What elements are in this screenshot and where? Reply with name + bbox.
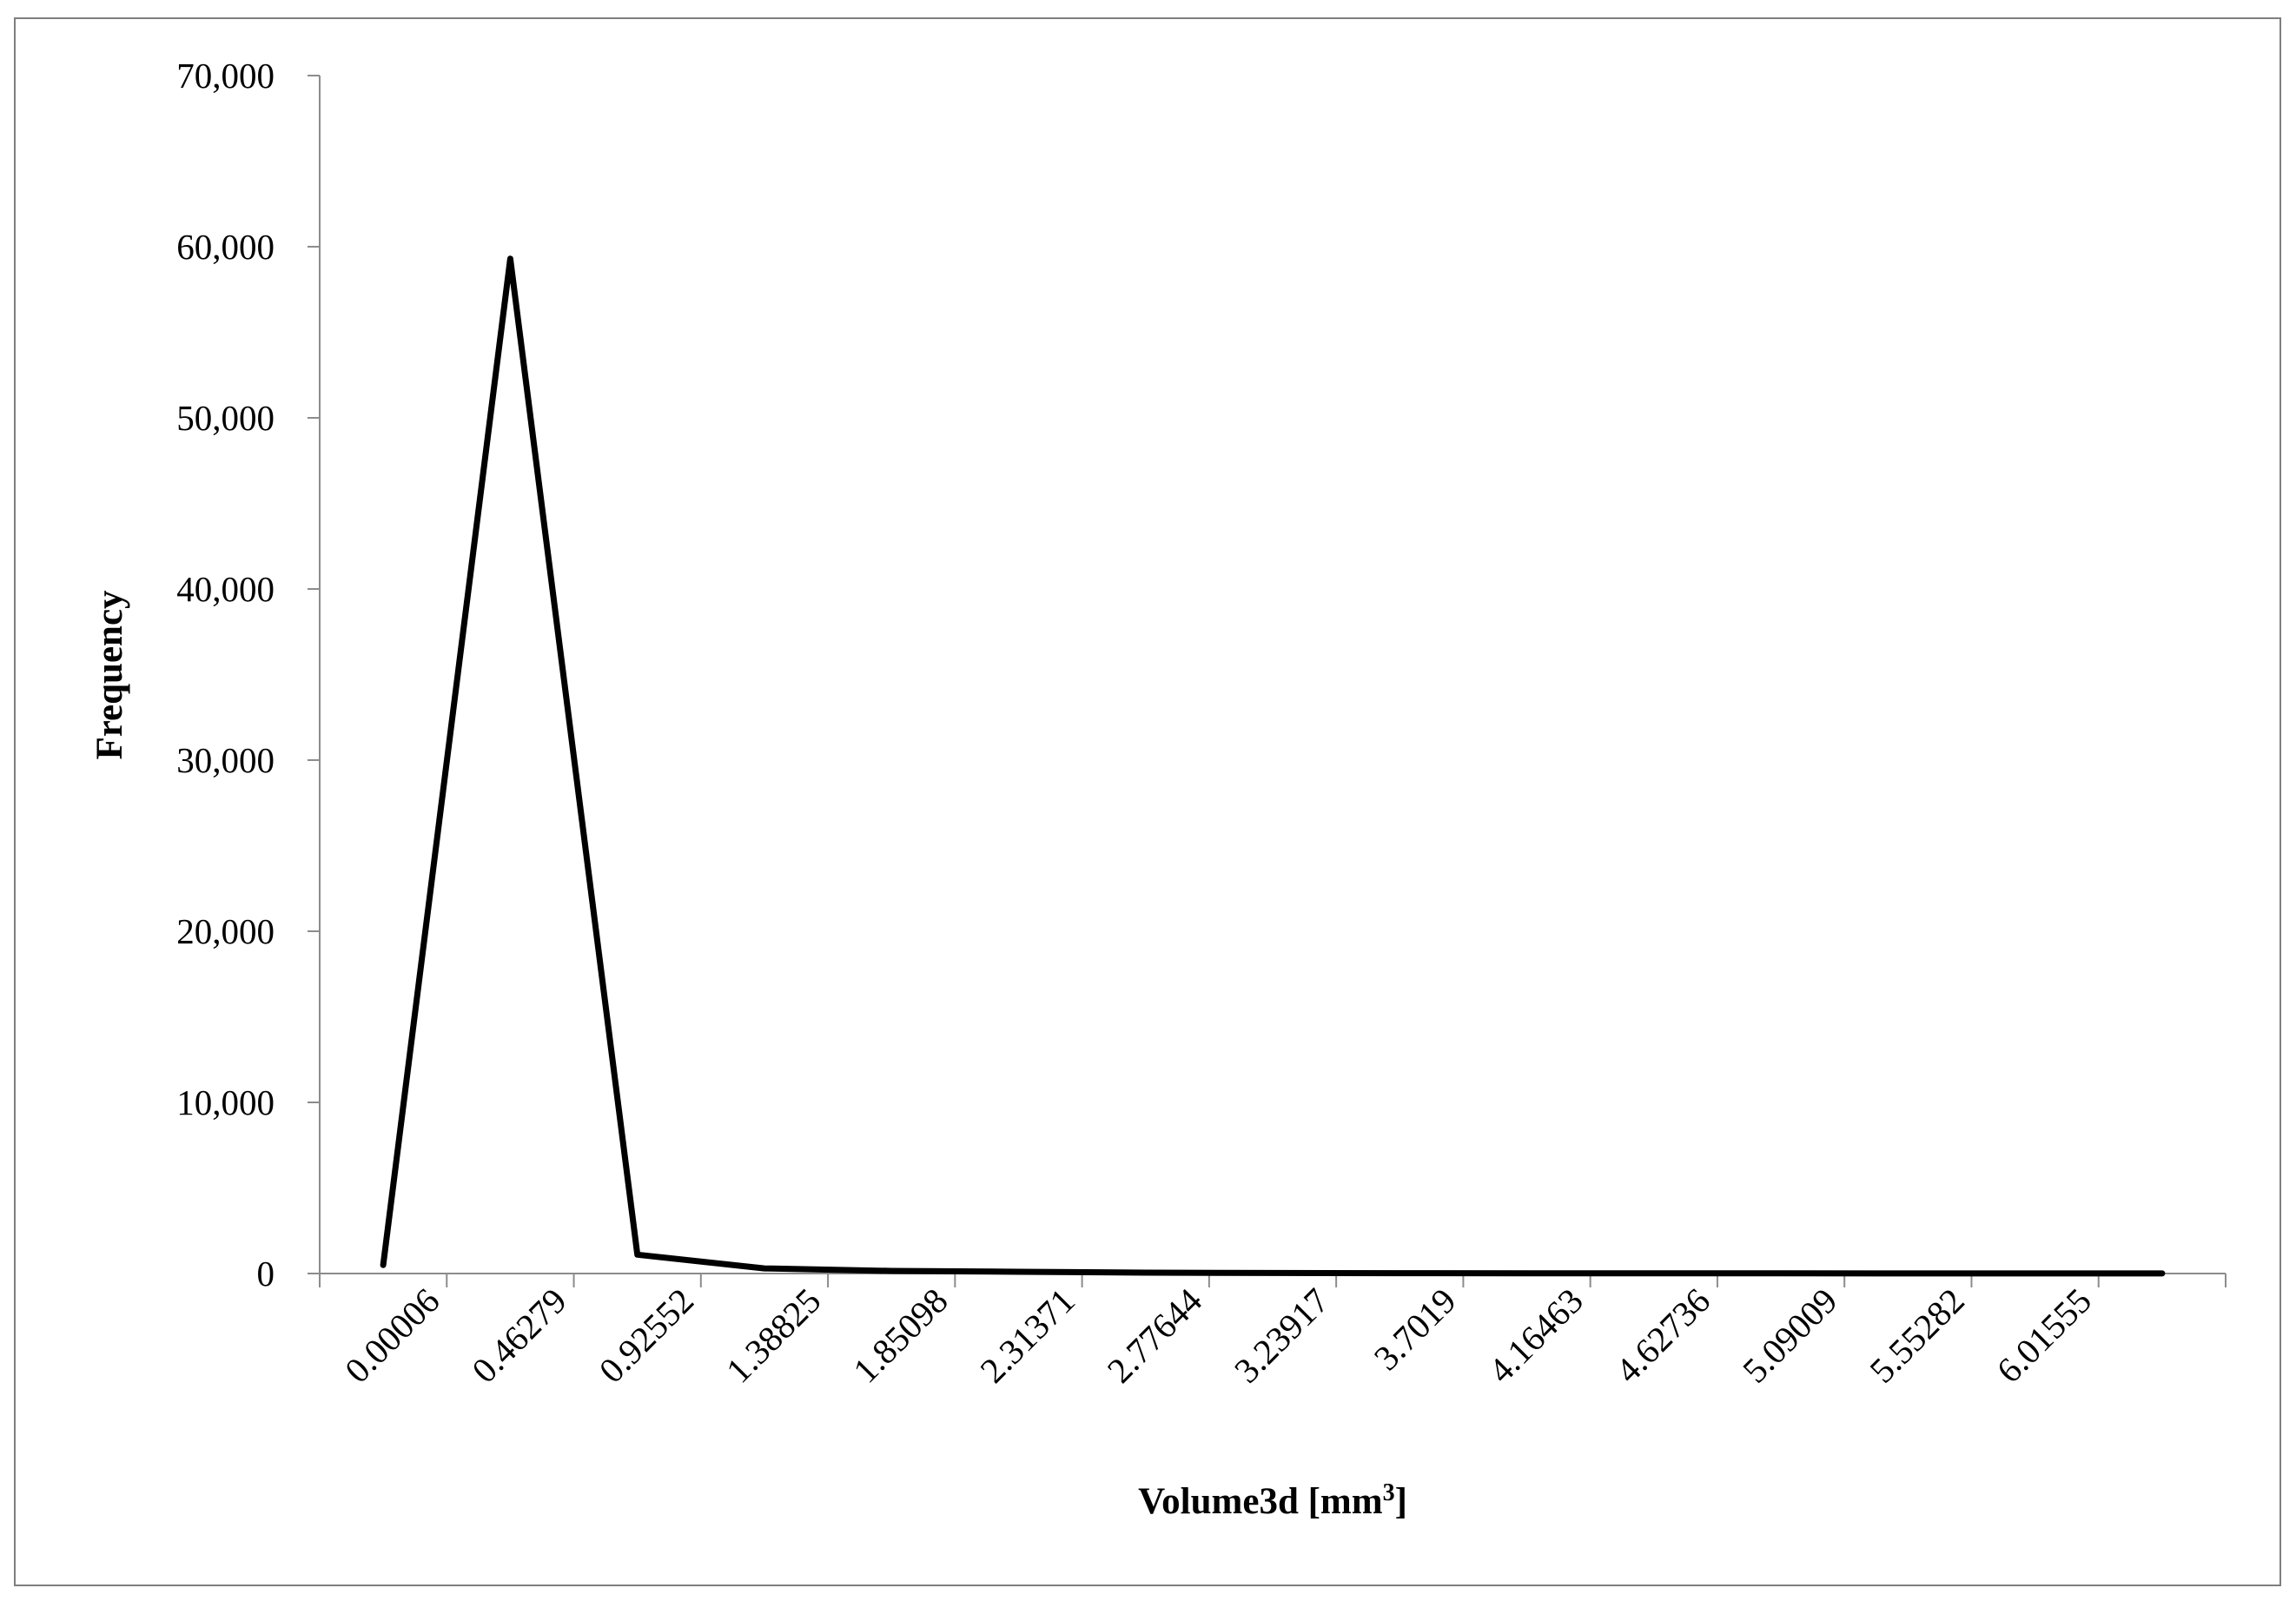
- data-point: [1651, 1270, 1657, 1276]
- x-tick-label: 4.62736: [1608, 1280, 1718, 1391]
- data-point: [1524, 1270, 1530, 1276]
- data-point: [634, 1252, 640, 1258]
- data-point: [2159, 1270, 2165, 1276]
- y-tick-label: 60,000: [176, 227, 275, 267]
- data-point: [1397, 1270, 1403, 1276]
- data-point: [2032, 1270, 2038, 1276]
- y-tick-label: 10,000: [176, 1082, 275, 1122]
- x-tick-label: 6.01555: [1988, 1280, 2099, 1391]
- x-tick-label: 1.38825: [718, 1280, 829, 1391]
- data-point: [761, 1266, 767, 1272]
- y-tick-label: 20,000: [176, 911, 275, 951]
- data-point: [1905, 1270, 1911, 1276]
- y-axis-title: Frequency: [89, 590, 130, 760]
- y-tick-label: 50,000: [176, 398, 275, 438]
- y-axis: 0 10,000 20,000 30,000 40,000 50,000 60,000 70,…: [176, 56, 321, 1293]
- x-axis-title: Volume3d [mm3]: [1138, 1479, 1407, 1523]
- x-tick-label: 4.16463: [1480, 1280, 1591, 1391]
- x-tick-label: 2.31371: [972, 1280, 1082, 1391]
- x-tick-label: 3.23917: [1227, 1280, 1337, 1391]
- x-tick-label: 0.00006: [337, 1280, 447, 1391]
- x-axis-title-text: Volume3d [mm: [1138, 1481, 1383, 1522]
- series-line: [380, 255, 2166, 1277]
- x-tick-label: 0.46279: [464, 1280, 574, 1391]
- data-point: [507, 255, 513, 261]
- x-tick-label: 1.85098: [845, 1280, 956, 1391]
- y-tick-label: 40,000: [176, 569, 275, 609]
- x-axis: 0.00006 0.46279 0.92552 1.38825 1.85098 2.313…: [319, 1273, 2227, 1391]
- x-axis-title-superscript: 3: [1383, 1479, 1395, 1506]
- x-tick-label: 5.09009: [1735, 1280, 1845, 1391]
- series: [380, 255, 2166, 1277]
- data-point: [889, 1268, 895, 1274]
- x-axis-title-end: ]: [1395, 1481, 1407, 1522]
- data-point: [1016, 1269, 1022, 1275]
- data-point: [1142, 1270, 1148, 1276]
- y-tick-label: 30,000: [176, 740, 275, 780]
- y-tick-label: 0: [257, 1254, 275, 1293]
- x-tick-label: 0.92552: [591, 1280, 701, 1391]
- data-point: [380, 1262, 387, 1268]
- x-tick-label: 2.77644: [1099, 1280, 1209, 1391]
- data-point: [1270, 1270, 1275, 1276]
- data-point: [1778, 1270, 1784, 1276]
- chart-frame: [14, 17, 2281, 1586]
- x-tick-label: 5.55282: [1862, 1280, 1972, 1391]
- x-tick-label: 3.7019: [1366, 1280, 1464, 1378]
- y-tick-label: 70,000: [176, 56, 275, 96]
